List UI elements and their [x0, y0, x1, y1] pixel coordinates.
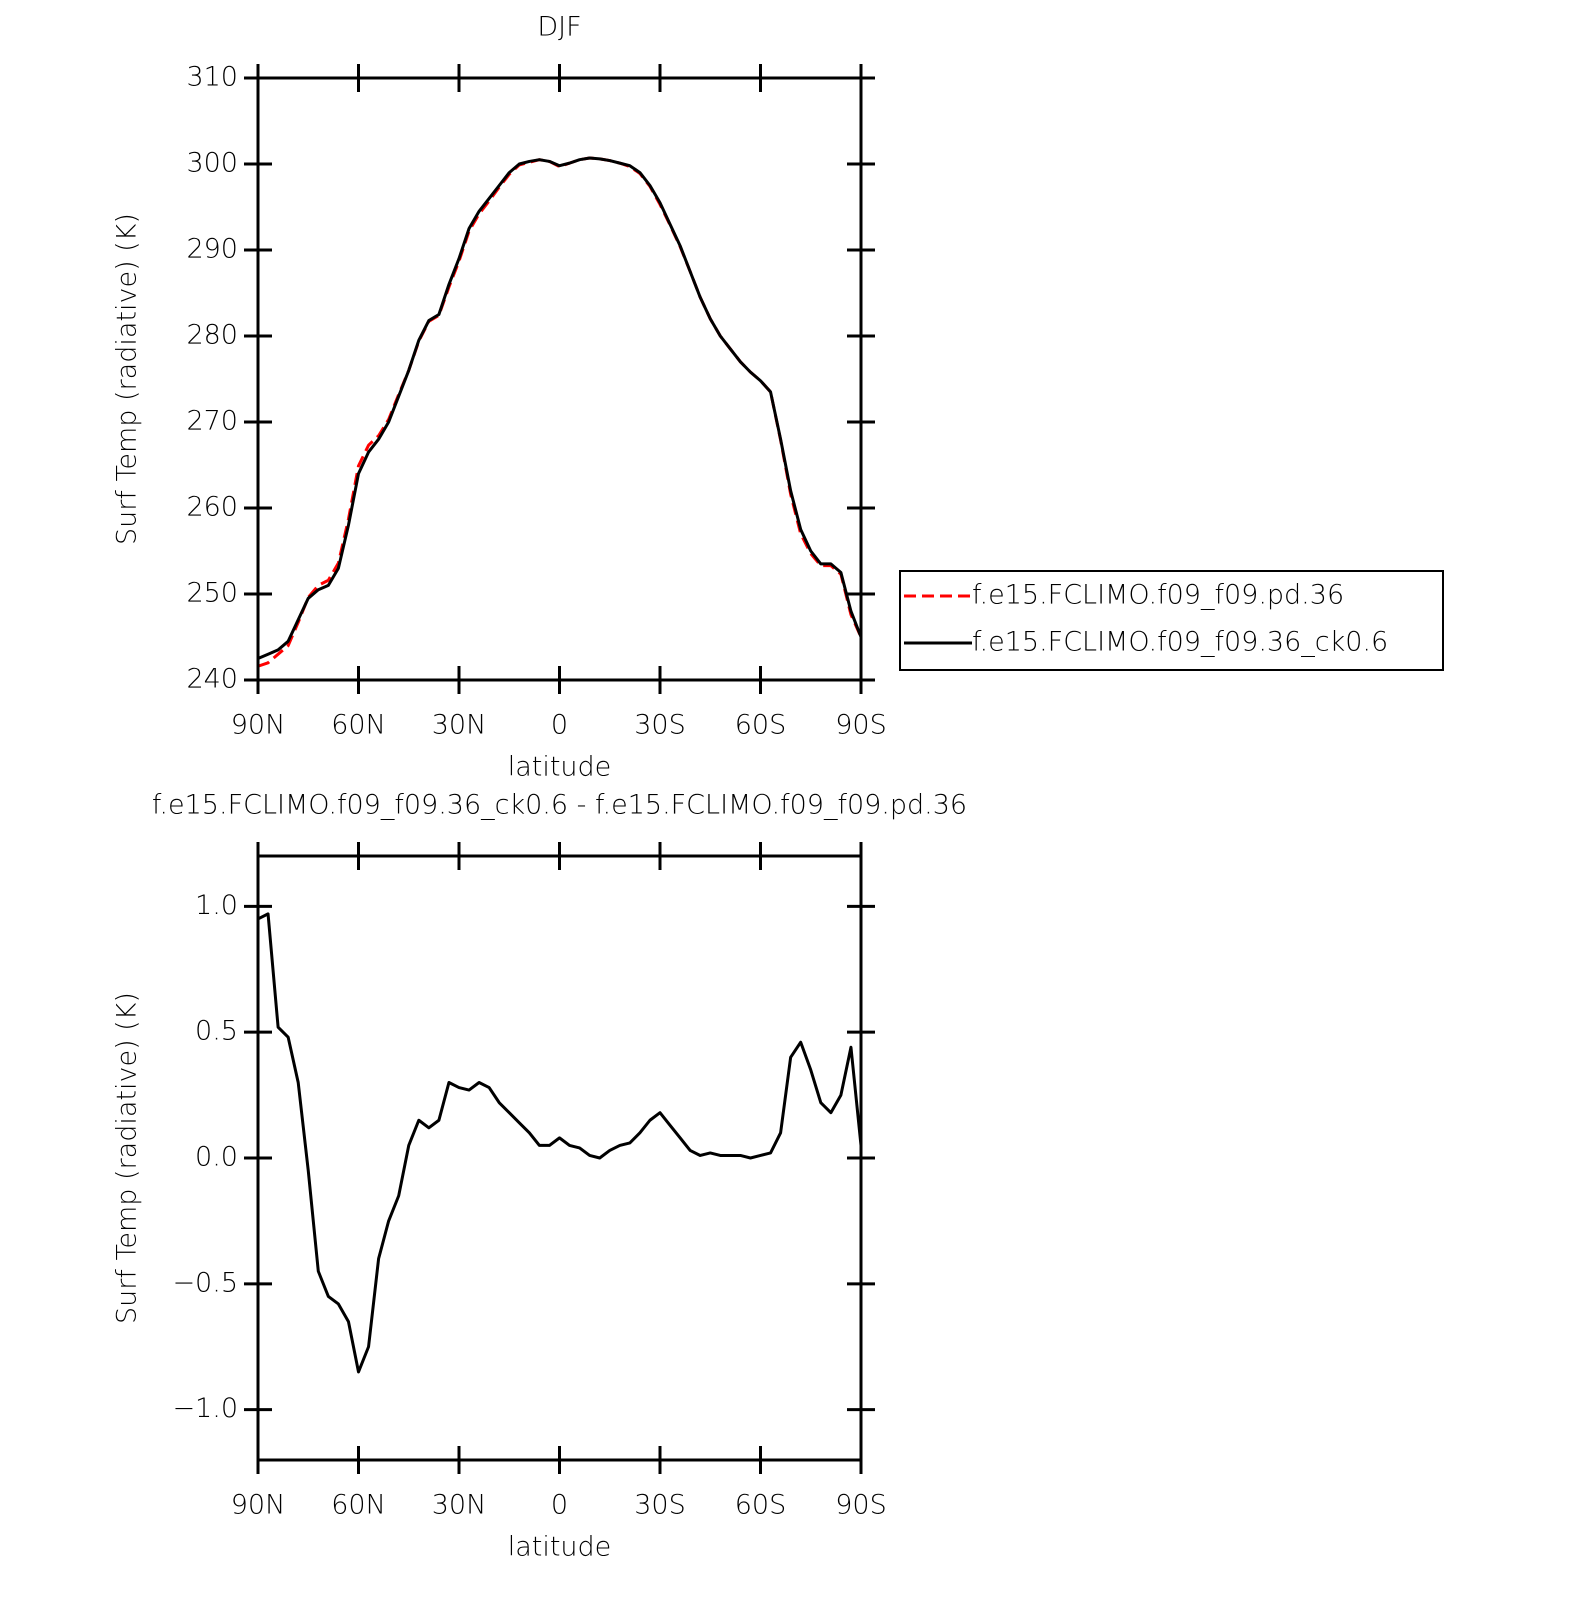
- x-tick-label: 30N: [432, 1490, 487, 1521]
- x-tick-label: 90S: [835, 710, 887, 741]
- y-tick-label: 300: [186, 148, 238, 179]
- chart-title: DJF: [537, 12, 581, 43]
- plot-frame: [256, 76, 863, 682]
- y-tick-label: −1.0: [172, 1393, 238, 1424]
- x-axis-label: latitude: [508, 752, 612, 783]
- x-tick-label: 30S: [634, 1490, 686, 1521]
- y-axis-label: Surf Temp (radiative) (K): [112, 992, 143, 1324]
- x-tick-label: 30N: [432, 710, 487, 741]
- data-line: [257, 912, 863, 1374]
- chart-title: f.e15.FCLIMO.f09_f09.36_ck0.6 - f.e15.FC…: [152, 790, 967, 821]
- x-tick-label: 30S: [634, 710, 686, 741]
- legend-label: f.e15.FCLIMO.f09_f09.pd.36: [972, 580, 1344, 611]
- legend-label: f.e15.FCLIMO.f09_f09.36_ck0.6: [972, 627, 1388, 658]
- x-tick-label: 90S: [835, 1490, 887, 1521]
- y-tick-label: 0.0: [195, 1142, 238, 1173]
- data-line: [257, 156, 863, 668]
- y-tick-label: 240: [186, 664, 238, 695]
- x-tick-label: 0: [551, 710, 568, 741]
- y-tick-label: 280: [186, 320, 238, 351]
- x-tick-label: 90N: [231, 1490, 286, 1521]
- data-line: [257, 156, 863, 660]
- x-tick-label: 60N: [331, 1490, 386, 1521]
- x-tick-label: 0: [551, 1490, 568, 1521]
- y-tick-label: 290: [186, 234, 238, 265]
- y-tick-label: 310: [186, 62, 238, 93]
- legend-box: [899, 570, 1444, 671]
- x-tick-label: 90N: [231, 710, 286, 741]
- x-tick-label: 60N: [331, 710, 386, 741]
- y-tick-label: 250: [186, 578, 238, 609]
- x-axis-label: latitude: [508, 1532, 612, 1563]
- y-axis-label: Surf Temp (radiative) (K): [112, 213, 143, 545]
- y-tick-label: 1.0: [195, 890, 238, 921]
- x-tick-label: 60S: [735, 710, 787, 741]
- plot-frame: [256, 854, 863, 1462]
- y-tick-label: 0.5: [195, 1016, 238, 1047]
- y-tick-label: 260: [186, 492, 238, 523]
- y-tick-label: 270: [186, 406, 238, 437]
- x-tick-label: 60S: [735, 1490, 787, 1521]
- y-tick-label: −0.5: [172, 1267, 238, 1298]
